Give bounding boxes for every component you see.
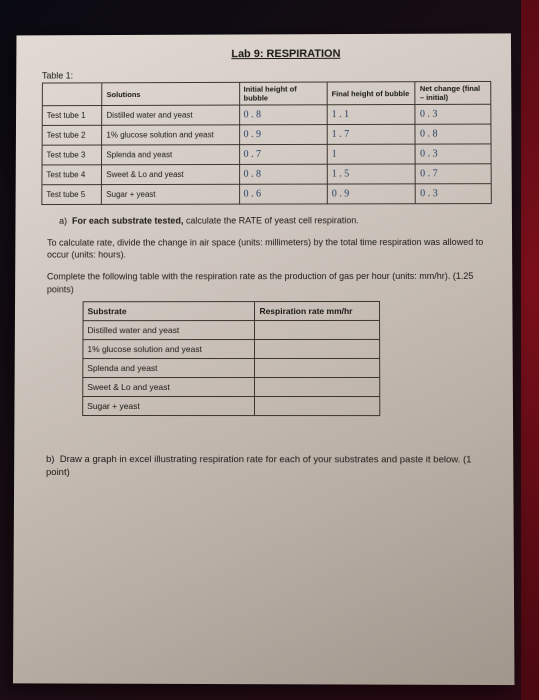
final-cell: 1 . 1 <box>327 104 415 124</box>
t2-h1: Substrate <box>83 301 255 320</box>
qa-label: a) <box>59 216 67 226</box>
sol-cell: Distilled water and yeast <box>102 105 239 125</box>
sub-cell: Splenda and yeast <box>83 358 255 377</box>
t2-h2: Respiration rate mm/hr <box>255 301 380 320</box>
final-cell: 1 . 7 <box>327 124 415 144</box>
sol-cell: Sweet & Lo and yeast <box>102 164 239 184</box>
table-row: Test tube 1 Distilled water and yeast 0 … <box>42 104 491 125</box>
net-cell: 0 . 3 <box>415 104 491 124</box>
tube-cell: Test tube 3 <box>42 145 102 165</box>
sub-cell: Sweet & Lo and yeast <box>83 377 255 396</box>
lab-title: Lab 9: RESPIRATION <box>82 47 492 60</box>
table-row: Test tube 3 Splenda and yeast 0 . 7 1 0 … <box>42 144 491 165</box>
binder-edge <box>521 0 539 700</box>
table1-header-row: Solutions Initial height of bubble Final… <box>42 81 491 105</box>
qb-text: Draw a graph in excel illustrating respi… <box>46 454 472 478</box>
table1-label: Table 1: <box>42 69 491 81</box>
qa-para1: To calculate rate, divide the change in … <box>47 236 490 261</box>
net-cell: 0 . 7 <box>416 164 492 184</box>
table1-h4: Final height of bubble <box>327 82 415 105</box>
init-cell: 0 . 9 <box>239 125 327 145</box>
tube-cell: Test tube 4 <box>42 165 102 185</box>
table2-header-row: Substrate Respiration rate mm/hr <box>83 301 380 320</box>
table-row: Splenda and yeast <box>83 358 380 377</box>
sub-cell: Sugar + yeast <box>83 396 255 415</box>
qa-para2: Complete the following table with the re… <box>47 270 490 295</box>
table-row: Sugar + yeast <box>83 396 380 415</box>
table1-h2: Solutions <box>102 82 239 105</box>
final-cell: 0 . 9 <box>327 184 415 204</box>
table1-h1 <box>42 83 102 106</box>
qa-bold: For each substrate tested, <box>72 216 183 226</box>
tube-cell: Test tube 1 <box>42 106 102 126</box>
init-cell: 0 . 7 <box>239 144 327 164</box>
final-cell: 1 <box>327 144 415 164</box>
question-a: a) For each substrate tested, calculate … <box>59 214 490 227</box>
table-row: Distilled water and yeast <box>83 320 380 339</box>
init-cell: 0 . 8 <box>239 105 327 125</box>
sol-cell: 1% glucose solution and yeast <box>102 125 239 145</box>
table-row: Sweet & Lo and yeast <box>83 377 380 396</box>
worksheet-paper: Lab 9: RESPIRATION Table 1: Solutions In… <box>13 33 515 685</box>
init-cell: 0 . 6 <box>239 184 327 204</box>
rate-cell <box>255 320 380 339</box>
rate-cell <box>255 339 380 358</box>
net-cell: 0 . 8 <box>415 124 491 144</box>
init-cell: 0 . 8 <box>239 164 327 184</box>
rate-cell <box>255 377 380 396</box>
qa-rest: calculate the RATE of yeast cell respira… <box>183 215 358 225</box>
rate-cell <box>255 358 380 377</box>
table-row: Test tube 2 1% glucose solution and yeas… <box>42 124 491 145</box>
net-cell: 0 . 3 <box>416 184 492 204</box>
tube-cell: Test tube 5 <box>42 185 102 205</box>
table-row: Test tube 4 Sweet & Lo and yeast 0 . 8 1… <box>42 164 491 185</box>
table1-h3: Initial height of bubble <box>239 82 327 105</box>
tube-cell: Test tube 2 <box>42 125 102 145</box>
sol-cell: Sugar + yeast <box>102 184 239 204</box>
qb-label: b) <box>46 454 54 465</box>
table-row: 1% glucose solution and yeast <box>83 339 380 358</box>
sol-cell: Splenda and yeast <box>102 145 239 165</box>
rate-cell <box>255 396 380 415</box>
table2: Substrate Respiration rate mm/hr Distill… <box>82 301 380 416</box>
net-cell: 0 . 3 <box>415 144 491 164</box>
table1-h5: Net change (final – initial) <box>415 81 491 104</box>
table-row: Test tube 5 Sugar + yeast 0 . 6 0 . 9 0 … <box>42 184 491 205</box>
sub-cell: 1% glucose solution and yeast <box>83 339 255 358</box>
question-b: b) Draw a graph in excel illustrating re… <box>46 454 491 480</box>
table1: Solutions Initial height of bubble Final… <box>41 81 491 205</box>
sub-cell: Distilled water and yeast <box>83 320 255 339</box>
final-cell: 1 . 5 <box>327 164 415 184</box>
